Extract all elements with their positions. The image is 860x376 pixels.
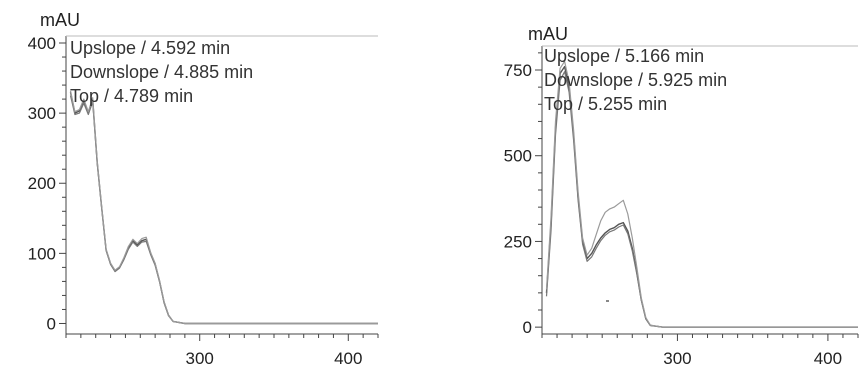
chart-panel-1: mAU 300 400 0 100 200 300 400 Upslope / 4.592 mi… [28, 10, 379, 368]
legend-entry: Upslope / 5.166 min [544, 46, 704, 66]
legend-entry: Top / 4.789 min [70, 86, 193, 106]
y-tick-label: 100 [28, 244, 56, 263]
y-tick-label: 400 [28, 34, 56, 53]
legend-entry: Downslope / 4.885 min [70, 62, 253, 82]
y-tick-label: 750 [504, 61, 532, 80]
legend-entry: Downslope / 5.925 min [544, 70, 727, 90]
x-tick-label: 300 [663, 349, 691, 368]
legend-entry: Upslope / 4.592 min [70, 38, 230, 58]
x-tick-label: 400 [814, 349, 842, 368]
legend-entry: Top / 5.255 min [544, 94, 667, 114]
y-tick-label: 200 [28, 174, 56, 193]
y-tick-label: 0 [523, 318, 532, 337]
y-tick-label: 250 [504, 232, 532, 251]
series-line-3 [545, 60, 858, 328]
y-axis-label: mAU [528, 24, 568, 44]
series-line-3 [69, 90, 378, 325]
x-tick-label: 300 [186, 349, 214, 368]
y-tick-label: 300 [28, 104, 56, 123]
x-tick-label: 400 [334, 349, 362, 368]
chart-panel-2: mAU 300 400 0 250 500 750 Upslope / 5.166 min Do… [504, 24, 859, 368]
stray-mark [606, 300, 609, 302]
y-axis-label: mAU [40, 10, 80, 30]
y-tick-label: 500 [504, 147, 532, 166]
series-line-1 [69, 91, 378, 325]
series-line-2 [69, 95, 378, 325]
y-tick-label: 0 [47, 314, 56, 333]
